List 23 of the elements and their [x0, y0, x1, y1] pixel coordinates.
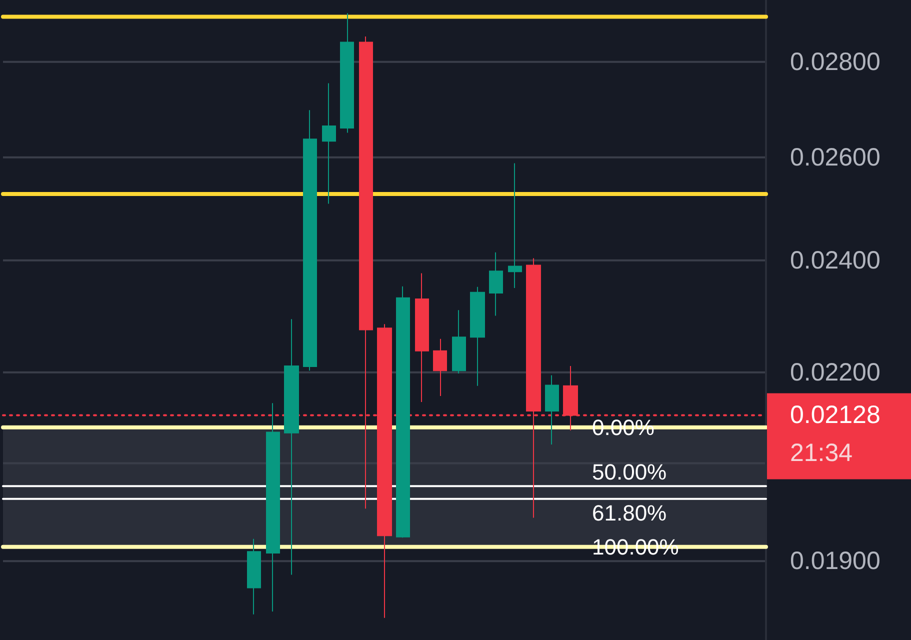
annotation: 50.00% — [592, 460, 667, 485]
y-tick-label: 0.02600 — [790, 143, 880, 172]
candlestick — [303, 110, 317, 372]
y-tick-label: 0.02200 — [790, 358, 880, 386]
y-tick-label: 0.02400 — [790, 246, 880, 274]
candlestick — [340, 12, 354, 134]
y-tick-label: 0.02800 — [790, 48, 880, 76]
candlestick — [284, 318, 299, 576]
candlestick — [489, 252, 503, 316]
text: 21:34 — [790, 439, 853, 468]
candlestick — [415, 272, 429, 402]
annotation: 61.80% — [592, 500, 667, 526]
candlestick — [433, 338, 447, 396]
ref-line-label: 0.02128 — [790, 401, 880, 430]
candlestick — [247, 538, 261, 615]
candlestick — [396, 286, 410, 538]
candlestick — [470, 286, 485, 386]
candlestick — [322, 82, 336, 204]
y-tick-label: 0.01900 — [790, 547, 880, 576]
candlestick — [452, 310, 466, 374]
candlestick — [266, 402, 280, 612]
candlestick — [545, 374, 559, 446]
candlestick — [508, 162, 522, 289]
